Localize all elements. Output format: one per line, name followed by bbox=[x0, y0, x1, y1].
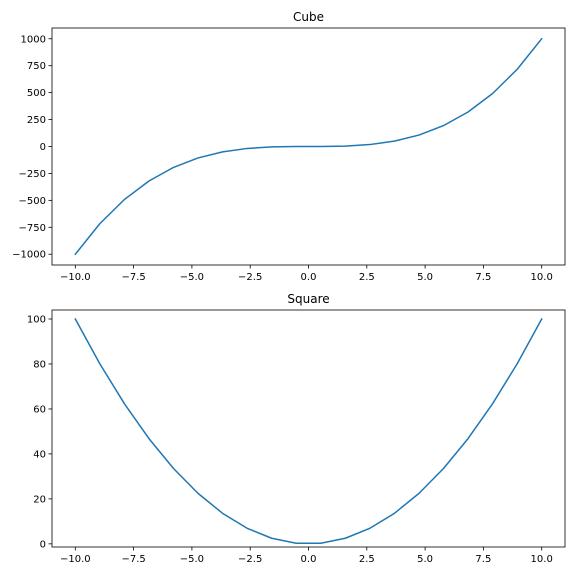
y-tick-label: −500 bbox=[19, 196, 46, 207]
plot-area-frame bbox=[51, 309, 566, 548]
x-tick-label: −10.0 bbox=[60, 554, 91, 565]
x-tick-label: 2.5 bbox=[359, 272, 375, 283]
y-tick-label: 0 bbox=[40, 539, 46, 550]
chart-title: Square bbox=[287, 292, 329, 306]
x-tick-label: −10.0 bbox=[60, 272, 91, 283]
square-chart: Square −10.0 −7.5 −5.0 −2.5 0.0 2.5 5.0 7.5 10.0… bbox=[27, 292, 566, 565]
y-tick-label: −250 bbox=[19, 169, 46, 180]
x-tick-label: 7.5 bbox=[475, 554, 491, 565]
x-tick-label: 10.0 bbox=[531, 272, 553, 283]
x-tick-label: −5.0 bbox=[180, 272, 204, 283]
y-tick-label: 40 bbox=[33, 449, 46, 460]
y-tick-label: 60 bbox=[33, 404, 46, 415]
x-tick-label: −5.0 bbox=[180, 554, 204, 565]
x-tick-label: 7.5 bbox=[475, 272, 491, 283]
series-line bbox=[74, 37, 543, 256]
y-tick-label: −1000 bbox=[12, 250, 46, 261]
y-tick-label: 500 bbox=[27, 88, 46, 99]
x-tick-label: −7.5 bbox=[121, 554, 145, 565]
y-tick-label: 1000 bbox=[21, 34, 46, 45]
series-line bbox=[74, 317, 543, 544]
y-tick-label: 250 bbox=[27, 115, 46, 126]
y-tick-label: 750 bbox=[27, 61, 46, 72]
y-tick-label: −750 bbox=[19, 223, 46, 234]
x-tick-label: −2.5 bbox=[238, 554, 262, 565]
y-tick-label: 0 bbox=[40, 142, 46, 153]
x-tick-label: 10.0 bbox=[531, 554, 553, 565]
y-tick-label: 100 bbox=[27, 314, 46, 325]
x-tick-label: 5.0 bbox=[417, 554, 433, 565]
chart-title: Cube bbox=[293, 10, 324, 24]
x-tick-label: 5.0 bbox=[417, 272, 433, 283]
x-tick-label: 0.0 bbox=[301, 272, 317, 283]
x-tick-label: −2.5 bbox=[238, 272, 262, 283]
y-tick-label: 20 bbox=[33, 494, 46, 505]
x-tick-label: 0.0 bbox=[301, 554, 317, 565]
cube-chart: Cube −10.0 −7.5 −5.0 −2.5 0.0 2.5 5.0 7.5 10.0 −1… bbox=[12, 10, 566, 283]
y-tick-label: 80 bbox=[33, 359, 46, 370]
x-tick-label: −7.5 bbox=[121, 272, 145, 283]
x-tick-label: 2.5 bbox=[359, 554, 375, 565]
